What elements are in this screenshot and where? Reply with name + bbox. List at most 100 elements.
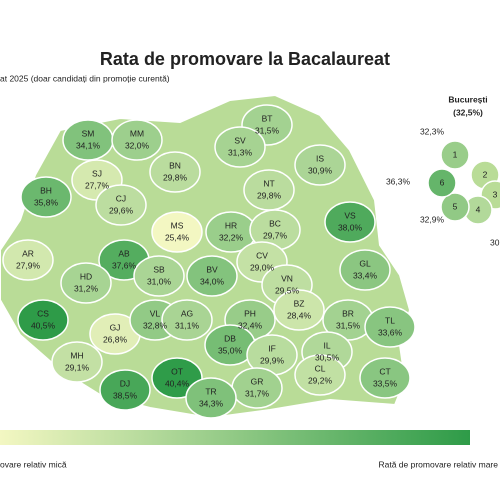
- county-code: GL: [359, 258, 371, 268]
- county-code: GR: [251, 376, 264, 386]
- county-value: 33,4%: [353, 270, 378, 280]
- legend-high: Rată de promovare relativ mare: [378, 459, 498, 469]
- county-value: 33,5%: [373, 378, 398, 388]
- county-value: 29,8%: [257, 190, 282, 200]
- county-value: 26,8%: [103, 334, 128, 344]
- county-code: IF: [268, 343, 276, 353]
- county-value: 32,2%: [219, 232, 244, 242]
- county-value: 31,2%: [74, 283, 99, 293]
- county-value: 29,1%: [65, 362, 90, 372]
- county-value: 37,6%: [112, 260, 137, 270]
- county-code: CJ: [116, 193, 126, 203]
- county-code: SJ: [92, 168, 102, 178]
- county-code: MH: [70, 350, 83, 360]
- county-value: 29,8%: [163, 172, 188, 182]
- county-code: BR: [342, 308, 354, 318]
- county: [294, 144, 346, 186]
- title: Rata de promovare la Bacalaureat: [100, 49, 390, 69]
- county: [51, 341, 103, 383]
- county-code: DJ: [120, 378, 130, 388]
- county-value: 31,5%: [336, 320, 361, 330]
- county: [20, 176, 72, 218]
- bucharest-title: București: [448, 94, 487, 104]
- county: [151, 211, 203, 253]
- county-value: 27,9%: [16, 260, 41, 270]
- legend-low: ovare relativ mică: [0, 459, 67, 469]
- county-value: 31,7%: [245, 388, 270, 398]
- county-value: 35,8%: [34, 197, 59, 207]
- sector: [427, 168, 457, 198]
- county-code: BV: [206, 264, 218, 274]
- county-code: CV: [256, 250, 268, 260]
- county: [149, 151, 201, 193]
- county-value: 32,4%: [238, 320, 263, 330]
- sector: [440, 140, 470, 170]
- county-code: CS: [37, 308, 49, 318]
- sector: [440, 192, 470, 222]
- county-code: DB: [224, 333, 236, 343]
- county-value: 27,7%: [85, 180, 110, 190]
- county-code: SV: [234, 135, 246, 145]
- sector-number: 5: [453, 201, 458, 211]
- sector-number: 2: [483, 169, 488, 179]
- county: [214, 126, 266, 168]
- county: [294, 354, 346, 396]
- county-value: 31,0%: [147, 276, 172, 286]
- county: [161, 299, 213, 341]
- county-code: TL: [385, 315, 395, 325]
- county: [364, 306, 416, 348]
- county-value: 33,6%: [378, 327, 403, 337]
- county: [2, 239, 54, 281]
- county-value: 34,1%: [76, 140, 101, 150]
- county-code: BT: [262, 113, 273, 123]
- county-code: SB: [153, 264, 165, 274]
- county-code: IL: [323, 340, 330, 350]
- county-code: NT: [263, 178, 274, 188]
- county-code: PH: [244, 308, 256, 318]
- county-value: 29,7%: [263, 230, 288, 240]
- county: [111, 119, 163, 161]
- county-code: VN: [281, 273, 293, 283]
- county-code: OT: [171, 366, 183, 376]
- county-value: 29,5%: [275, 285, 300, 295]
- county-value: 34,0%: [200, 276, 225, 286]
- county-code: MS: [171, 220, 184, 230]
- county: [60, 262, 112, 304]
- county-code: TR: [205, 386, 216, 396]
- county-code: VS: [344, 210, 356, 220]
- county-value: 35,0%: [218, 345, 243, 355]
- county-value: 28,4%: [287, 310, 312, 320]
- county: [359, 357, 411, 399]
- county-value: 40,4%: [165, 378, 190, 388]
- county-code: HD: [80, 271, 92, 281]
- county-code: VL: [150, 308, 161, 318]
- county: [324, 201, 376, 243]
- county-value: 29,9%: [260, 355, 285, 365]
- county-value: 25,4%: [165, 232, 190, 242]
- sector-value: 32,9%: [420, 214, 445, 224]
- sector-value: 36,3%: [386, 176, 411, 186]
- county-value: 29,6%: [109, 205, 134, 215]
- county-value: 34,3%: [199, 398, 224, 408]
- county-code: AG: [181, 308, 193, 318]
- sector-value: 32,3%: [420, 126, 445, 136]
- county-code: BZ: [294, 298, 305, 308]
- county-value: 38,0%: [338, 222, 363, 232]
- legend-gradient: [0, 430, 470, 445]
- county-value: 29,0%: [250, 262, 275, 272]
- county: [273, 289, 325, 331]
- county-code: IS: [316, 153, 324, 163]
- county-value: 40,5%: [31, 320, 56, 330]
- county-code: GJ: [110, 322, 121, 332]
- county-value: 29,2%: [308, 375, 333, 385]
- county: [186, 255, 238, 297]
- county: [17, 299, 69, 341]
- county: [99, 369, 151, 411]
- county-code: BH: [40, 185, 52, 195]
- county-code: AB: [118, 248, 130, 258]
- county-code: MM: [130, 128, 144, 138]
- county-value: 38,5%: [113, 390, 138, 400]
- county-value: 30,9%: [308, 165, 333, 175]
- county-code: CL: [315, 363, 326, 373]
